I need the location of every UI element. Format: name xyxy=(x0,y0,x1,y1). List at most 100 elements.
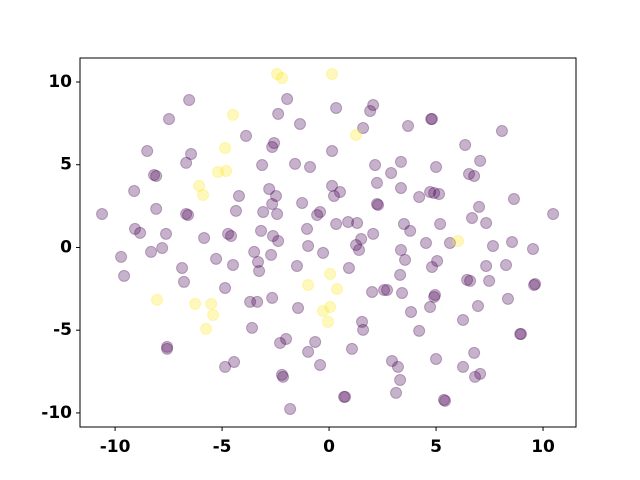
point xyxy=(353,243,366,256)
point xyxy=(357,121,370,134)
point xyxy=(326,68,339,81)
point xyxy=(459,139,472,152)
x-tick-label: -5 xyxy=(213,437,232,457)
point xyxy=(161,342,174,355)
point xyxy=(483,274,496,287)
point xyxy=(350,238,363,251)
point xyxy=(266,141,279,154)
x-tick-label: 10 xyxy=(531,437,555,457)
point xyxy=(226,108,239,121)
point xyxy=(267,230,280,243)
point xyxy=(463,167,476,180)
point xyxy=(290,259,303,272)
point xyxy=(443,236,456,249)
point xyxy=(357,323,370,336)
point xyxy=(251,295,264,308)
point xyxy=(434,217,447,230)
point xyxy=(277,370,290,383)
point xyxy=(189,297,202,310)
point xyxy=(292,302,305,315)
point xyxy=(506,236,519,249)
point xyxy=(507,192,520,205)
point xyxy=(420,236,433,249)
point xyxy=(466,212,479,225)
point xyxy=(255,224,268,237)
point xyxy=(197,189,210,202)
point xyxy=(468,346,481,359)
point xyxy=(515,328,528,341)
point xyxy=(304,161,317,174)
point xyxy=(430,352,443,365)
point xyxy=(302,239,315,252)
point xyxy=(351,216,364,229)
point xyxy=(244,295,257,308)
point xyxy=(350,128,363,141)
point xyxy=(495,124,508,137)
point xyxy=(141,144,154,157)
point xyxy=(322,315,334,328)
point xyxy=(180,156,193,169)
point xyxy=(514,328,527,341)
point xyxy=(222,227,235,240)
point xyxy=(439,394,452,407)
point xyxy=(385,167,398,180)
point xyxy=(394,374,407,387)
point xyxy=(501,292,514,305)
point xyxy=(212,166,225,179)
point xyxy=(225,230,238,243)
point xyxy=(265,248,278,261)
point xyxy=(270,190,283,203)
point xyxy=(367,227,380,240)
point xyxy=(396,286,409,299)
point xyxy=(372,198,385,211)
point xyxy=(301,222,314,235)
point xyxy=(228,355,241,368)
point xyxy=(200,322,213,335)
y-tick-label: -5 xyxy=(53,320,72,340)
point xyxy=(256,159,269,172)
point xyxy=(275,72,288,85)
point xyxy=(118,269,131,282)
point xyxy=(474,367,487,380)
point xyxy=(424,186,437,199)
point xyxy=(326,144,339,157)
point xyxy=(371,176,384,189)
point xyxy=(266,197,279,210)
point xyxy=(391,360,404,373)
point xyxy=(345,342,358,355)
point xyxy=(366,285,379,298)
y-tick-label: -10 xyxy=(41,403,72,423)
point xyxy=(342,261,355,274)
point xyxy=(128,185,141,198)
point xyxy=(240,129,253,142)
point xyxy=(529,278,542,291)
point xyxy=(330,217,343,230)
point xyxy=(500,259,513,272)
point xyxy=(385,354,398,367)
point xyxy=(151,293,164,306)
point xyxy=(473,200,486,213)
x-tick-label: 5 xyxy=(430,437,442,457)
point xyxy=(219,360,232,373)
x-tick-label: 0 xyxy=(323,437,335,457)
point xyxy=(252,256,265,269)
point xyxy=(302,345,315,358)
point xyxy=(302,279,315,292)
point xyxy=(229,204,242,217)
point xyxy=(378,283,391,296)
point xyxy=(207,308,220,321)
point xyxy=(468,169,481,182)
point xyxy=(289,157,302,170)
point xyxy=(430,161,443,174)
point xyxy=(253,264,266,277)
point xyxy=(177,275,190,288)
point xyxy=(457,313,470,326)
point xyxy=(271,208,284,221)
point xyxy=(437,393,450,406)
point xyxy=(296,196,309,209)
point xyxy=(381,283,394,296)
x-tick-label: -10 xyxy=(100,437,131,457)
point xyxy=(148,168,161,181)
point xyxy=(480,216,493,229)
